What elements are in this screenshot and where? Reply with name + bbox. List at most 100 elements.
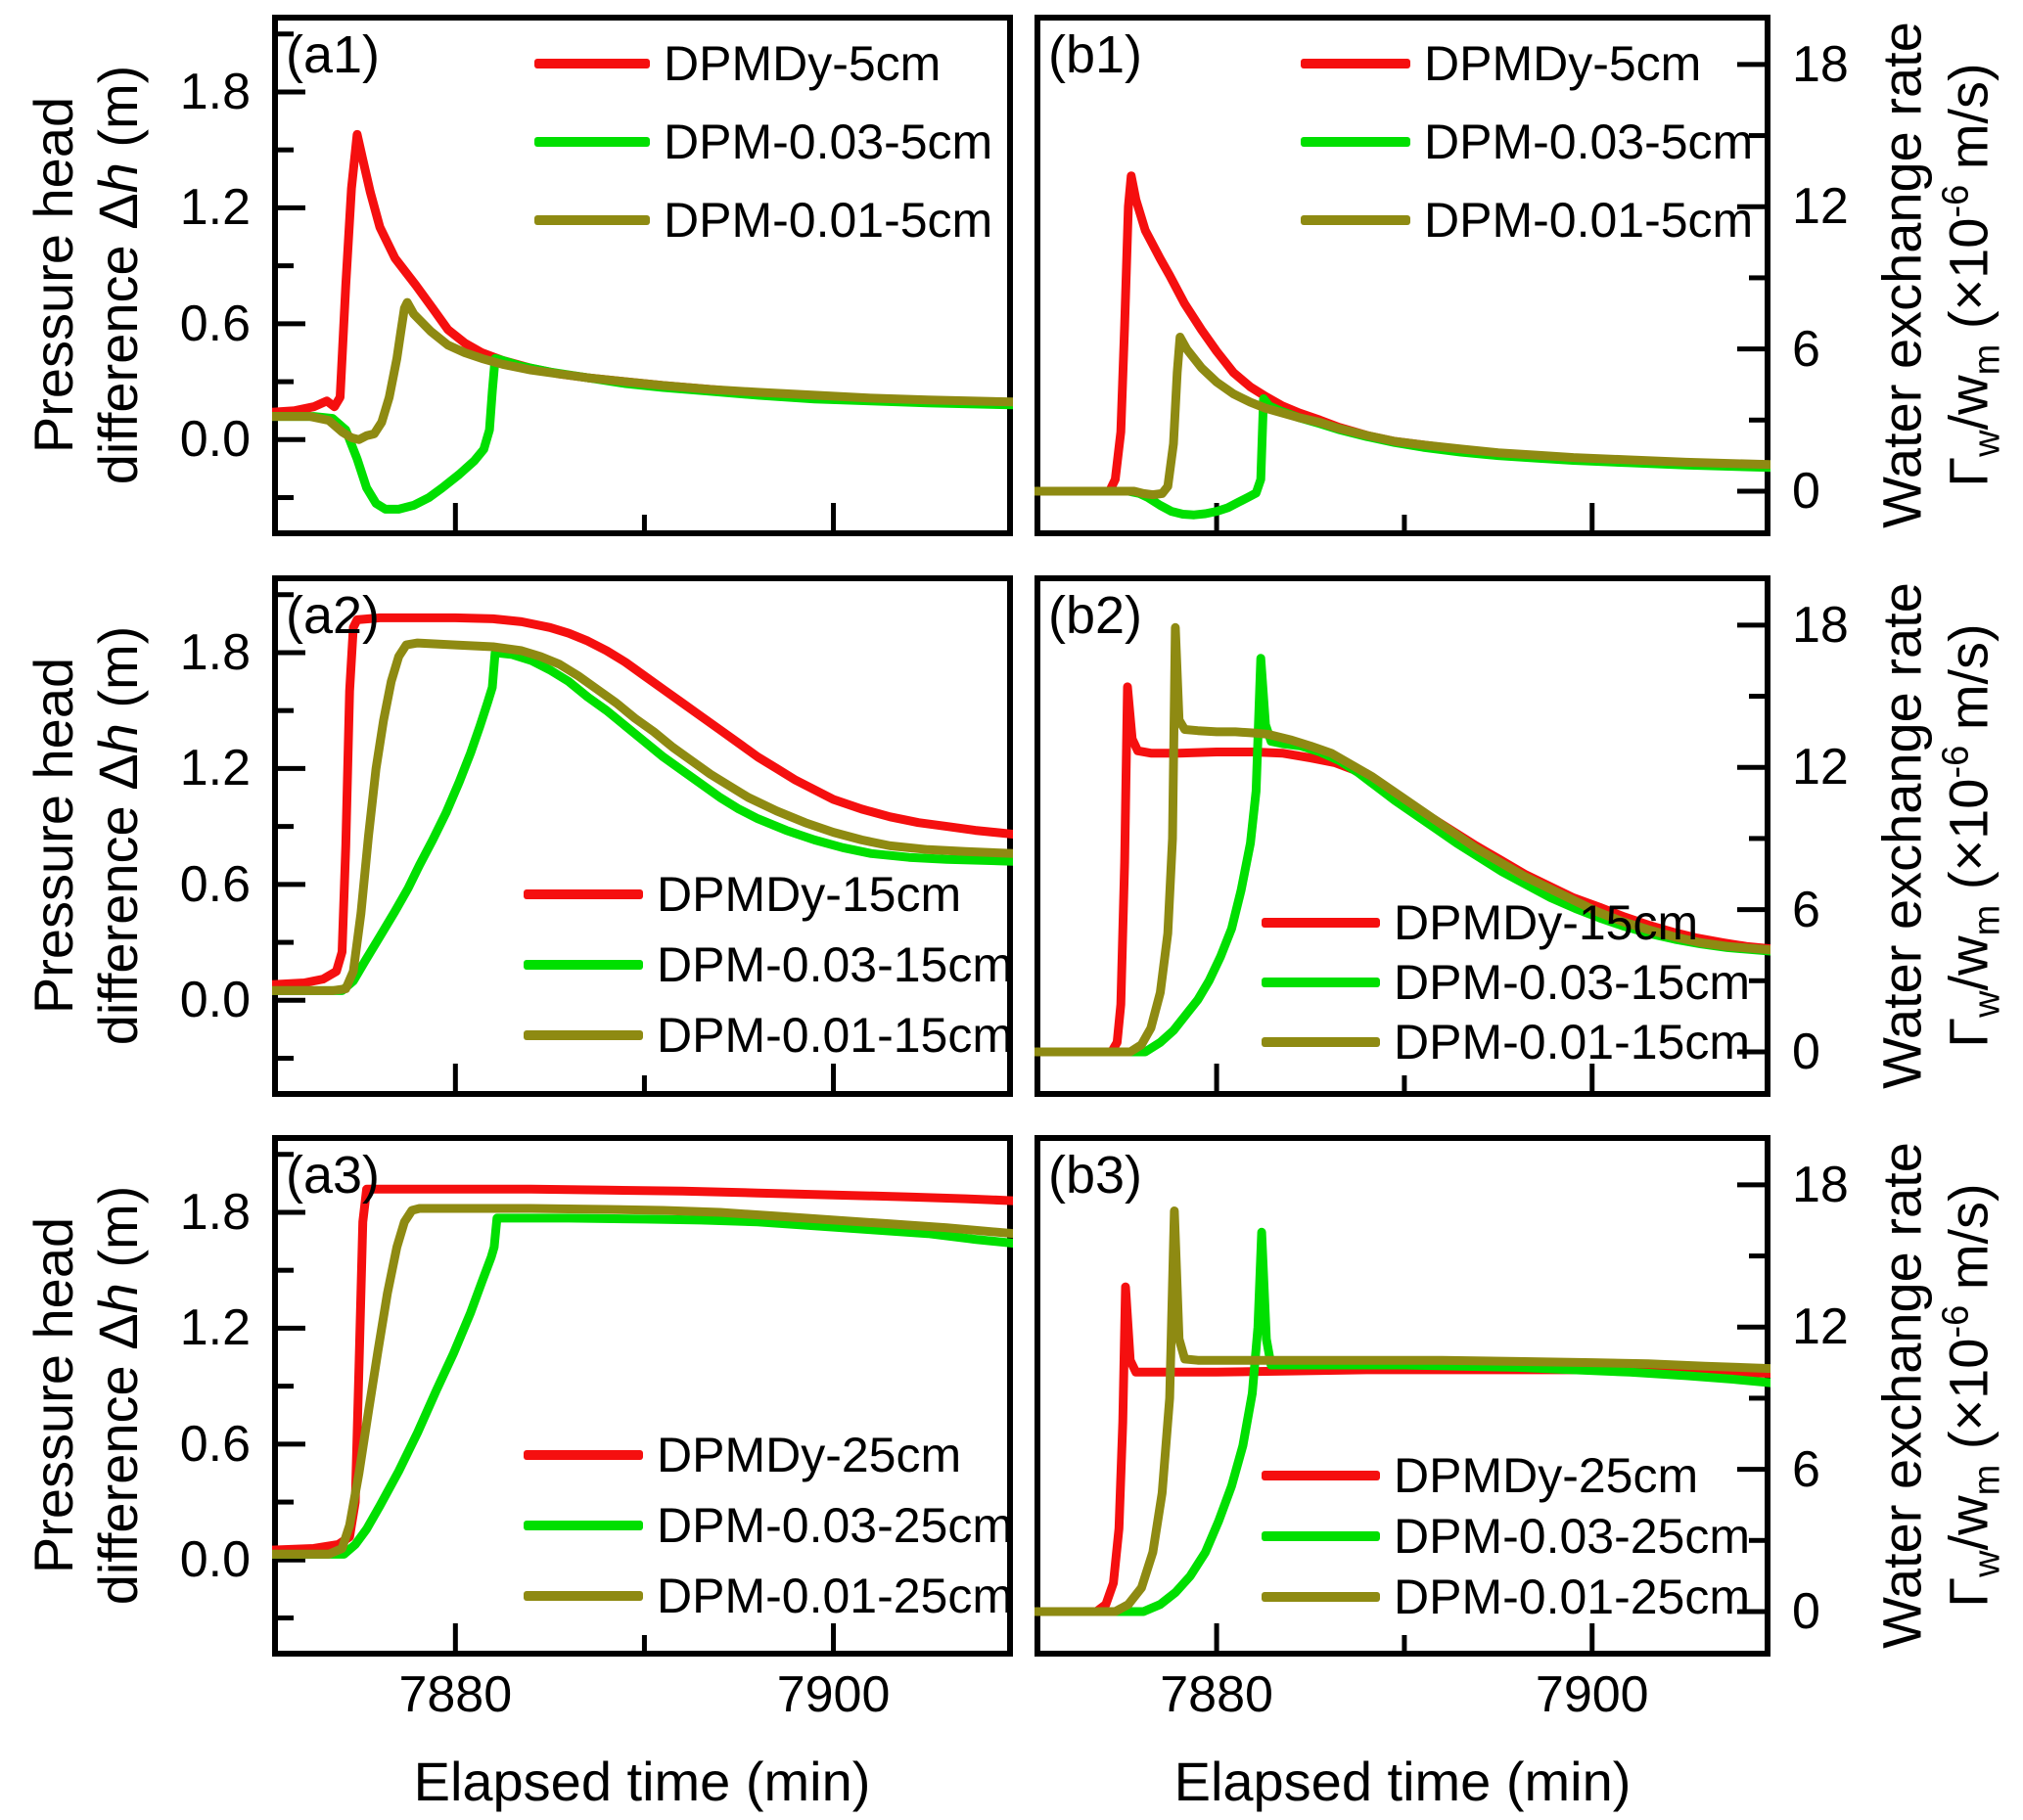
y-tick-label-left-row1: 1.8: [179, 63, 251, 120]
panel-tag-a1: (a1): [286, 25, 381, 84]
legend-item-dpm-0.01-15cm: DPM-0.01-15cm: [1262, 1014, 1750, 1070]
y-tick-label-left-row3: 1.2: [179, 1299, 251, 1357]
y-tick-label-right-row1: 18: [1792, 35, 1849, 93]
legend-item-dpm-0.03-5cm: DPM-0.03-5cm: [1301, 114, 1753, 170]
legend-line-green: [524, 960, 643, 970]
legend-label: DPM-0.03-25cm: [1394, 1509, 1750, 1564]
legend-item-dpmdy-25cm: DPMDy-25cm: [524, 1427, 961, 1483]
panel-b1: (b1) DPMDy-5cm DPM-0.03-5cm DPM-0.01-5cm: [1034, 15, 1770, 536]
x-axis-title-right: Elapsed time (min): [1173, 1751, 1632, 1812]
panel-tag-b2: (b2): [1048, 586, 1143, 645]
legend-label: DPM-0.03-5cm: [1424, 114, 1754, 169]
curve-dpm-0.01-25cm: [272, 1204, 1013, 1559]
legend-item-dpm-0.03-25cm: DPM-0.03-25cm: [1262, 1508, 1750, 1565]
legend-line-olive: [1262, 1037, 1380, 1047]
curve-dpm-0.01-25cm: [1034, 1206, 1770, 1616]
y-title-line1: Water exchange rate: [1870, 582, 1933, 1089]
x-tick-label: 7900: [1535, 1666, 1649, 1723]
y-tick-label-left-row3: 0.0: [179, 1531, 251, 1589]
legend-line-olive: [524, 1030, 643, 1040]
legend-line-red: [534, 59, 650, 68]
y-tick-label-right-row2: 0: [1792, 1023, 1820, 1080]
y-tick-label-left-row3: 0.6: [179, 1415, 251, 1473]
panel-tag-b1: (b1): [1048, 25, 1143, 84]
y-tick-label-left-row2: 1.8: [179, 623, 251, 681]
curve-dpmdy-5cm: [272, 129, 1013, 417]
legend-item-dpmdy-15cm: DPMDy-15cm: [1262, 894, 1698, 951]
curve-dpm-0.01-5cm: [1034, 333, 1770, 500]
legend-line-red: [524, 1450, 643, 1460]
plot-a3: [272, 1135, 1013, 1657]
y-tick-label-left-row1: 0.6: [179, 295, 251, 352]
legend-line-red: [524, 889, 643, 899]
x-axis-title-left: Elapsed time (min): [413, 1751, 871, 1812]
y-tick-label-right-row2: 18: [1792, 596, 1849, 654]
legend-item-dpm-0.03-15cm: DPM-0.03-15cm: [524, 936, 1013, 993]
y-tick-label-right-row2: 6: [1792, 881, 1820, 938]
legend-label: DPMDy-25cm: [657, 1428, 962, 1482]
y-title-line1: Water exchange rate: [1870, 1142, 1933, 1649]
y-title-line2: Γw/wm (×10-6 m/s): [1935, 1183, 2008, 1608]
legend-item-dpmdy-5cm: DPMDy-5cm: [1301, 35, 1701, 92]
legend-line-green: [524, 1521, 643, 1530]
legend-line-olive: [534, 215, 650, 225]
panel-tag-a3: (a3): [286, 1146, 381, 1205]
plot-b1: [1034, 15, 1770, 536]
curve-dpm-0.03-25cm: [272, 1213, 1013, 1559]
legend-label: DPM-0.03-5cm: [664, 114, 993, 169]
y-title-line1: Water exchange rate: [1870, 22, 1933, 528]
y-axis-title-water-exchange-row2: Water exchange rate Γw/wm (×10-6 m/s): [1870, 582, 2010, 1089]
x-tick-label: 7880: [398, 1666, 513, 1723]
legend-item-dpm-0.03-15cm: DPM-0.03-15cm: [1262, 954, 1750, 1011]
x-tick-label: 7880: [1160, 1666, 1273, 1723]
plot-a2: [272, 575, 1013, 1097]
panel-b2: (b2) DPMDy-15cm DPM-0.03-15cm DPM-0.01-15c…: [1034, 575, 1770, 1097]
y-tick-label-left-row3: 1.8: [179, 1183, 251, 1241]
legend-line-olive: [524, 1591, 643, 1601]
plot-b3: [1034, 1135, 1770, 1657]
y-tick-label-right-row3: 6: [1792, 1440, 1820, 1498]
curve-dpmdy-15cm: [272, 613, 1013, 989]
legend-label: DPMDy-25cm: [1394, 1448, 1699, 1503]
legend-label: DPM-0.03-25cm: [657, 1498, 1013, 1553]
curve-dpm-0.03-15cm: [272, 648, 1013, 995]
legend-item-dpmdy-5cm: DPMDy-5cm: [534, 35, 941, 92]
legend-line-green: [1262, 978, 1380, 987]
curve-dpm-0.01-15cm: [1034, 622, 1770, 1057]
legend-line-red: [1301, 59, 1410, 68]
panel-b3: (b3) DPMDy-25cm DPM-0.03-25cm DPM-0.01-25c…: [1034, 1135, 1770, 1657]
legend-label: DPM-0.01-15cm: [1394, 1015, 1750, 1069]
legend-item-dpm-0.01-5cm: DPM-0.01-5cm: [1301, 192, 1753, 249]
legend-item-dpm-0.01-5cm: DPM-0.01-5cm: [534, 192, 992, 249]
legend-label: DPM-0.03-15cm: [657, 937, 1013, 992]
y-tick-label-left-row2: 0.6: [179, 855, 251, 913]
legend-item-dpm-0.01-25cm: DPM-0.01-25cm: [1262, 1569, 1750, 1625]
y-tick-label-left-row2: 1.2: [179, 740, 251, 797]
legend-line-olive: [1301, 215, 1410, 225]
y-tick-label-right-row1: 0: [1792, 462, 1820, 520]
panel-a2: (a2) DPMDy-15cm DPM-0.03-15cm DPM-0.01-15c…: [272, 575, 1013, 1097]
panel-tag-b3: (b3): [1048, 1146, 1143, 1205]
y-title-line2: Γw/wm (×10-6 m/s): [1935, 623, 2008, 1048]
legend-item-dpmdy-15cm: DPMDy-15cm: [524, 866, 961, 923]
legend-item-dpm-0.03-25cm: DPM-0.03-25cm: [524, 1497, 1013, 1554]
y-tick-label-right-row1: 12: [1792, 178, 1849, 236]
curve-dpm-0.01-5cm: [272, 297, 1013, 444]
legend-label: DPM-0.03-15cm: [1394, 955, 1750, 1010]
y-tick-label-right-row3: 0: [1792, 1582, 1820, 1640]
panel-a1: (a1) DPMDy-5cm DPM-0.03-5cm DPM-0.01-5cm: [272, 15, 1013, 536]
y-tick-label-right-row3: 12: [1792, 1298, 1849, 1356]
y-tick-label-right-row2: 12: [1792, 739, 1849, 796]
legend-line-olive: [1262, 1592, 1380, 1602]
y-title-line2: Γw/wm (×10-6 m/s): [1935, 63, 2008, 487]
legend-item-dpmdy-25cm: DPMDy-25cm: [1262, 1447, 1698, 1504]
x-tick-label: 7900: [776, 1666, 891, 1723]
y-tick-label-left-row1: 0.0: [179, 411, 251, 469]
legend-line-red: [1262, 918, 1380, 928]
curve-dpm-0.03-25cm: [1034, 1227, 1770, 1616]
legend-line-green: [534, 137, 650, 147]
y-axis-title-water-exchange-row3: Water exchange rate Γw/wm (×10-6 m/s): [1870, 1142, 2010, 1649]
y-tick-label-right-row1: 6: [1792, 320, 1820, 378]
y-tick-label-left-row2: 0.0: [179, 972, 251, 1029]
